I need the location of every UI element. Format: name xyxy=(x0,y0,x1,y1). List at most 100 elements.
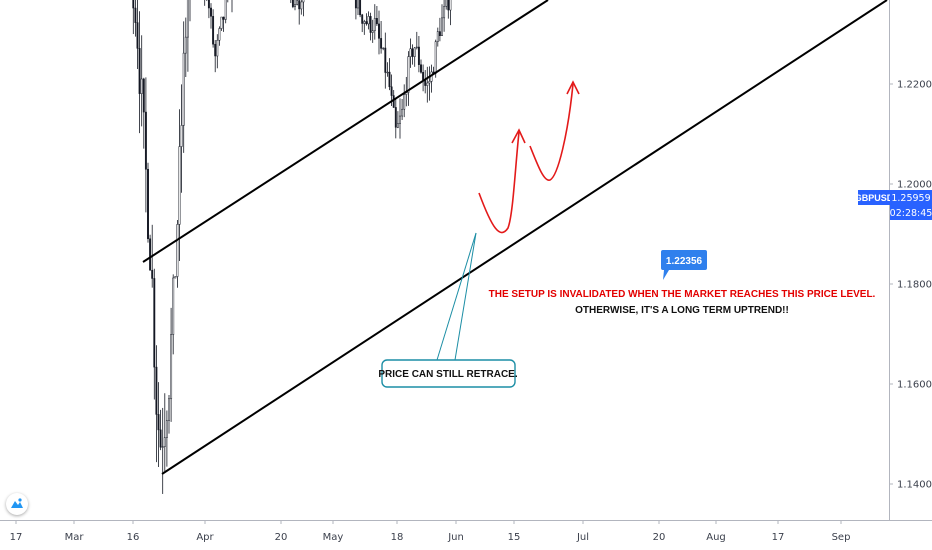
candle-body xyxy=(378,23,380,39)
x-tick-label: Jul xyxy=(576,532,589,543)
x-axis[interactable]: 17 Mar 16 Apr 20 May 18 Jun 15 Jul 20 Aug 17 Sep xyxy=(10,520,851,543)
candle-body xyxy=(354,0,357,9)
candle-body xyxy=(220,16,223,29)
projection-arrowhead-2 xyxy=(566,80,580,95)
projection-path-1 xyxy=(478,131,520,234)
candle-body xyxy=(224,0,227,20)
candle-body xyxy=(407,56,410,93)
candle-body xyxy=(178,146,181,225)
retrace-callout-box[interactable] xyxy=(381,359,516,388)
candle-body xyxy=(411,48,414,57)
tradingview-logo[interactable] xyxy=(6,493,28,515)
callout-pointer-left xyxy=(436,232,477,361)
candle-body xyxy=(443,6,446,19)
candle-body xyxy=(371,30,374,33)
candle-body xyxy=(382,47,385,50)
candle-body xyxy=(184,36,187,54)
candle-body xyxy=(214,43,217,57)
candlestick-series xyxy=(132,0,452,494)
candle-body xyxy=(174,276,177,279)
candle-body xyxy=(138,48,141,94)
candle-body xyxy=(300,1,303,10)
candle-body xyxy=(409,48,412,57)
candle-body xyxy=(153,278,156,368)
candle-body xyxy=(186,0,189,38)
candle-body xyxy=(176,224,179,277)
candle-body xyxy=(420,64,422,73)
candle-body xyxy=(388,71,391,88)
candle-body xyxy=(415,46,418,49)
candle-body xyxy=(161,446,164,448)
candle-body xyxy=(302,0,305,3)
candle-body xyxy=(436,31,439,42)
candle-body xyxy=(367,16,370,25)
candle-body xyxy=(375,18,378,25)
y-tick-label: 1.18000 xyxy=(897,280,932,291)
x-tick-label: 17 xyxy=(772,532,785,543)
y-tick-label: 1.20000 xyxy=(897,180,932,191)
candle-body xyxy=(180,125,183,147)
y-tick-label: 1.22000 xyxy=(897,80,932,91)
plot-area[interactable] xyxy=(0,0,889,520)
y-tick-label: 1.16000 xyxy=(897,380,932,391)
level-badge-box[interactable] xyxy=(661,250,707,270)
symbol-tag-bg xyxy=(858,190,890,205)
candle-body xyxy=(438,31,441,36)
y-axis[interactable]: 1.340001.320001.300001.280001.260001.240… xyxy=(889,0,932,491)
symbol-tag-text: GBPUSD xyxy=(855,193,894,203)
x-tick-label: May xyxy=(323,532,344,543)
candle-body xyxy=(151,269,154,279)
candle-body xyxy=(401,108,404,117)
candle-body xyxy=(392,95,395,108)
logo-icon xyxy=(11,498,23,508)
candle-body xyxy=(134,7,137,23)
candle-body xyxy=(359,0,362,16)
x-tick-label: Jun xyxy=(447,532,464,543)
candle-body xyxy=(434,41,437,74)
x-tick-label: 20 xyxy=(275,532,288,543)
x-tick-label: Aug xyxy=(706,532,726,543)
x-tick-label: Sep xyxy=(832,532,851,543)
candle-body xyxy=(298,0,301,10)
uptrend-text: OTHERWISE, IT'S A LONG TERM UPTREND!! xyxy=(575,305,789,316)
level-badge-pointer xyxy=(663,270,669,280)
candle-body xyxy=(147,168,149,240)
candle-body xyxy=(207,0,210,9)
countdown-tag-text: 02:28:45 xyxy=(890,208,932,219)
candle-body xyxy=(369,16,372,33)
channel-upper-line[interactable] xyxy=(142,0,549,263)
candle-body xyxy=(291,0,294,7)
countdown-tag-bg xyxy=(890,205,932,220)
candle-body xyxy=(142,78,145,113)
candle-body xyxy=(163,437,166,447)
candle-body xyxy=(136,22,139,49)
candle-body xyxy=(396,123,399,128)
x-tick-label: 18 xyxy=(391,532,404,543)
candle-body xyxy=(172,277,175,335)
candle-body xyxy=(380,38,383,49)
candle-body xyxy=(365,21,368,25)
candle-body xyxy=(384,47,387,73)
candle-body xyxy=(294,4,296,7)
candle-body xyxy=(403,94,406,110)
candle-body xyxy=(361,14,364,24)
candle-body xyxy=(159,429,162,448)
price-tag-bg xyxy=(890,190,932,205)
x-tick-label: Apr xyxy=(196,532,214,543)
channel-lower-line[interactable] xyxy=(161,0,888,475)
x-tick-label: 15 xyxy=(508,532,521,543)
price-tag: GBPUSD 1.25959 02:28:45 xyxy=(855,190,932,220)
x-tick-label: 20 xyxy=(653,532,666,543)
candle-body xyxy=(170,334,173,400)
projection-path-2 xyxy=(529,83,574,181)
candle-body xyxy=(441,17,443,36)
candle-body xyxy=(386,71,389,74)
projection-arrowhead-1 xyxy=(511,128,526,144)
candle-body xyxy=(165,420,168,438)
candle-body xyxy=(157,414,160,431)
candle-body xyxy=(394,107,397,128)
y-tick-label: 1.14000 xyxy=(897,480,932,491)
level-badge-text: 1.22356 xyxy=(666,256,703,267)
candle-body xyxy=(155,366,158,415)
